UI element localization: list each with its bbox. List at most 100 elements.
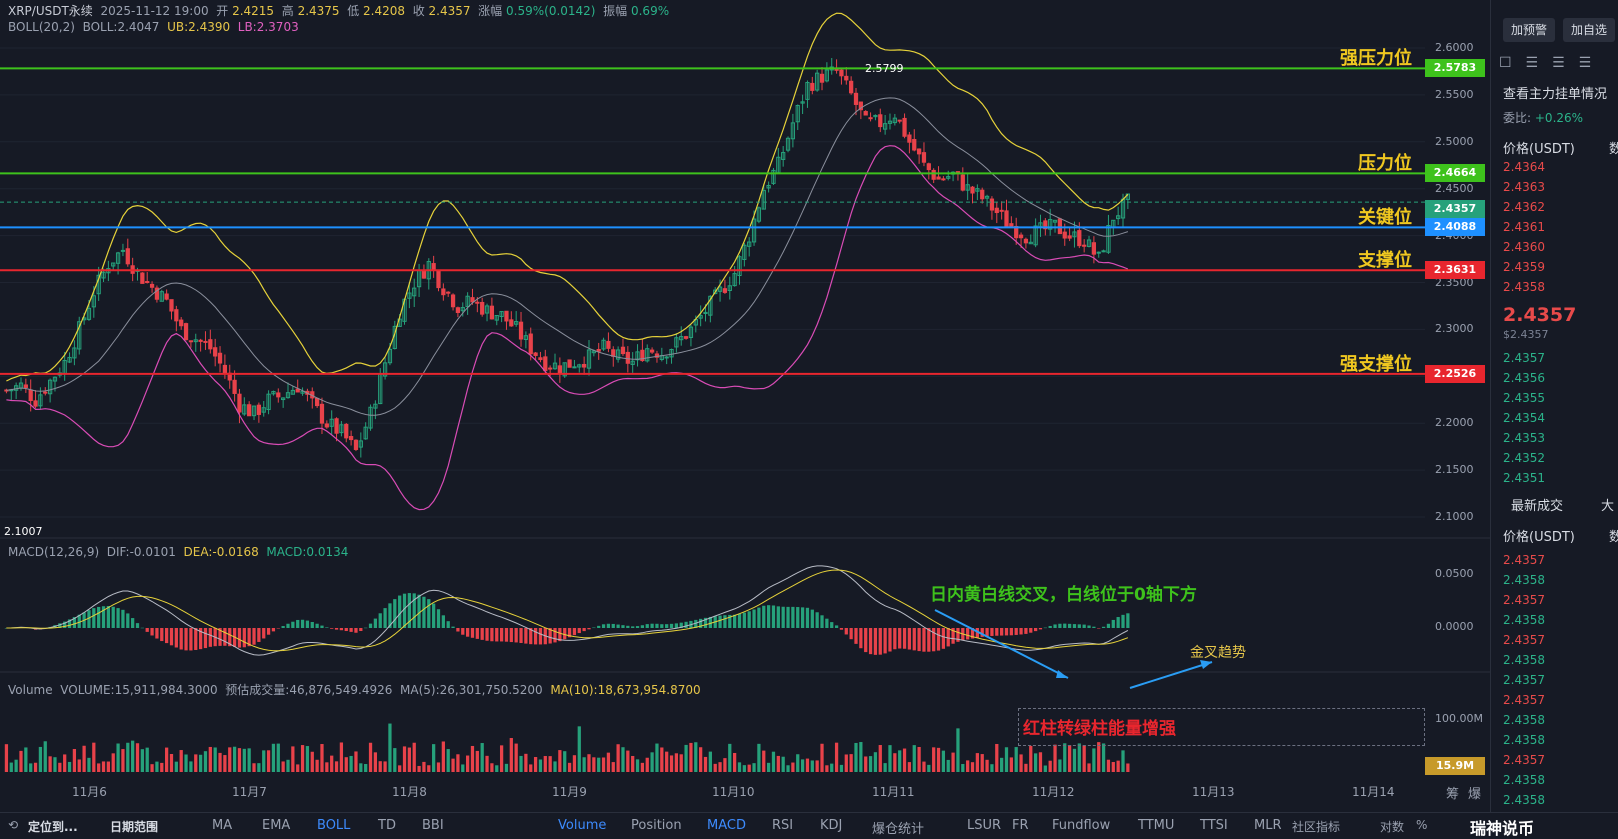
candle-body — [77, 321, 82, 350]
ask-price[interactable]: 2.4360 — [1503, 240, 1545, 254]
volume-bar — [936, 747, 941, 772]
macd-bar — [587, 628, 591, 630]
macd-bar — [1029, 628, 1033, 633]
candle-body — [518, 321, 524, 340]
volume-bar — [237, 748, 242, 772]
bid-price[interactable]: 2.4356 — [1503, 371, 1545, 385]
volume-bar — [150, 764, 154, 772]
volume-bar — [548, 756, 552, 772]
candle-body — [261, 407, 266, 413]
volume-bar — [242, 748, 246, 772]
chip-distribution-button[interactable]: 筹 — [1446, 787, 1460, 802]
macd-bar — [1019, 628, 1023, 635]
percent-scale-toggle[interactable]: % — [1416, 818, 1428, 832]
bid-price[interactable]: 2.4357 — [1503, 351, 1545, 365]
indicator-tab-ttmu[interactable]: TTMU — [1138, 818, 1175, 833]
date-range-button[interactable]: 日期范围 — [110, 820, 159, 834]
volume-bar — [830, 763, 834, 772]
add-watchlist-button[interactable]: 加自选 — [1563, 18, 1616, 42]
volume-bar — [1009, 757, 1013, 772]
trades-qty-header: 数 — [1609, 526, 1618, 545]
indicator-tab-rsi[interactable]: RSI — [772, 818, 794, 833]
volume-bar — [810, 760, 814, 772]
volume-bar — [300, 745, 305, 772]
ask-price[interactable]: 2.4362 — [1503, 200, 1545, 214]
macd-bar — [296, 619, 300, 628]
candlestick-chart[interactable] — [0, 0, 1490, 812]
volume-bar — [169, 754, 174, 772]
volume-bar — [101, 761, 106, 772]
volume-bar — [9, 762, 13, 772]
indicator-tab-ma[interactable]: MA — [212, 818, 233, 833]
volume-bar — [849, 754, 853, 772]
macd-bar — [766, 605, 771, 628]
indicator-tab-td[interactable]: TD — [378, 818, 396, 833]
community-indicators-button[interactable]: 社区指标 — [1292, 820, 1341, 834]
indicator-tab-ema[interactable]: EMA — [262, 818, 291, 833]
indicator-tab-volume[interactable]: Volume — [558, 818, 607, 833]
volume-bar — [14, 759, 18, 772]
macd-bar — [621, 625, 625, 628]
candle-body — [353, 439, 359, 450]
indicator-tab-爆仓统计[interactable]: 爆仓统计 — [872, 822, 925, 837]
bid-ratio-label: 委比: +0.26% — [1503, 111, 1584, 125]
price-axis-tick: 2.5500 — [1435, 87, 1474, 101]
macd-bar — [150, 628, 154, 636]
ask-price[interactable]: 2.4358 — [1503, 280, 1545, 294]
peak-label: 2.5799 — [865, 62, 904, 75]
macd-bar — [995, 628, 999, 636]
indicator-tab-macd[interactable]: MACD — [707, 818, 746, 833]
key-levels — [0, 67, 1425, 375]
indicator-tab-position[interactable]: Position — [631, 818, 682, 833]
volume-bar — [946, 759, 950, 772]
volume-bar — [917, 746, 921, 772]
volume-bar — [456, 754, 460, 772]
macd-bar — [339, 628, 344, 631]
time-axis-tick: 11月10 — [712, 785, 755, 799]
depth-title[interactable]: 查看主力挂单情况 — [1503, 87, 1608, 102]
log-scale-toggle[interactable]: 对数 — [1380, 820, 1405, 834]
price-axis-tick: 2.6000 — [1435, 41, 1474, 54]
trade-price: 2.4358 — [1503, 613, 1545, 627]
indicator-tab-boll[interactable]: BOLL — [317, 818, 351, 833]
bid-price[interactable]: 2.4353 — [1503, 431, 1545, 445]
indicator-tab-lsur[interactable]: LSUR — [967, 818, 1002, 833]
tab-large-trades[interactable]: 大 — [1601, 499, 1615, 514]
indicator-tab-bbi[interactable]: BBI — [422, 818, 444, 833]
bid-price[interactable]: 2.4351 — [1503, 471, 1545, 485]
volume-bar — [77, 759, 81, 772]
locate-icon[interactable]: ⟲ — [8, 818, 19, 832]
macd-bar — [509, 628, 513, 643]
indicator-tab-fundflow[interactable]: Fundflow — [1052, 818, 1111, 833]
indicator-tab-mlr[interactable]: MLR — [1254, 818, 1282, 833]
volume-bar — [72, 749, 77, 772]
locate-button[interactable]: 定位到... — [28, 820, 78, 834]
volume-bar — [364, 764, 368, 772]
macd-bar — [300, 619, 305, 628]
volume-bar — [868, 756, 873, 772]
bid-price[interactable]: 2.4355 — [1503, 391, 1545, 405]
macd-bar — [815, 612, 819, 628]
candle-body — [421, 270, 427, 279]
indicator-tab-kdj[interactable]: KDJ — [820, 818, 843, 833]
panel-toolbar-icons[interactable]: ☐☰☰☰ — [1499, 55, 1606, 71]
ask-price[interactable]: 2.4363 — [1503, 180, 1545, 194]
ask-price[interactable]: 2.4361 — [1503, 220, 1545, 234]
bid-price[interactable]: 2.4354 — [1503, 411, 1545, 425]
candle-body — [732, 273, 737, 287]
bid-price[interactable]: 2.4352 — [1503, 451, 1545, 465]
liquidation-button[interactable]: 爆 — [1468, 787, 1482, 802]
ask-price[interactable]: 2.4364 — [1503, 160, 1545, 174]
candle-body — [853, 92, 859, 105]
indicator-tab-fr[interactable]: FR — [1012, 818, 1029, 833]
volume-bar — [650, 752, 654, 772]
add-alert-button[interactable]: 加预警 — [1503, 18, 1556, 42]
volume-bar — [718, 762, 722, 772]
trade-price: 2.4357 — [1503, 553, 1545, 567]
tab-latest-trades[interactable]: 最新成交 — [1511, 499, 1564, 514]
volume-bar — [87, 757, 91, 772]
indicator-tab-ttsi[interactable]: TTSI — [1200, 818, 1228, 833]
arrow-down-head — [1056, 670, 1068, 678]
macd-bar — [354, 628, 358, 633]
ask-price[interactable]: 2.4359 — [1503, 260, 1545, 274]
